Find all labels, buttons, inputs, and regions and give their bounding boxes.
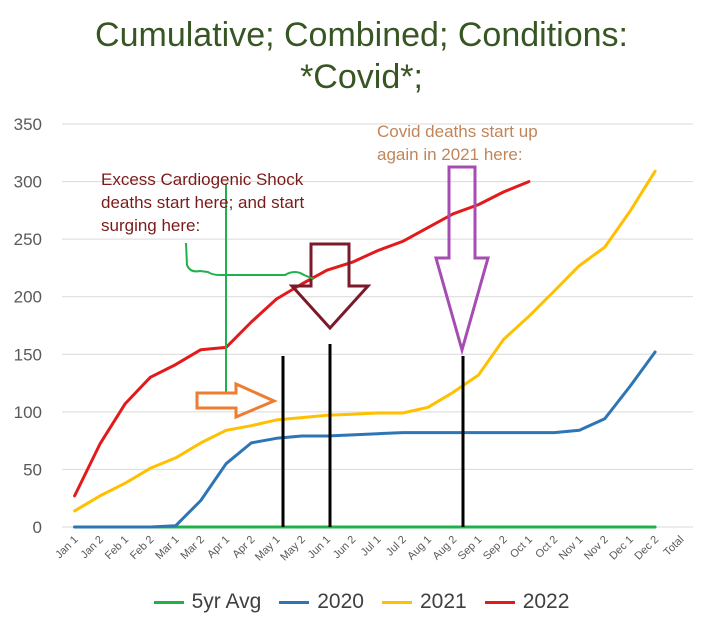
y-tick-label: 250 <box>14 230 42 249</box>
x-tick-label: Mar 2 <box>179 534 207 562</box>
annotation-covid-text: Covid deaths start up again in 2021 here… <box>377 122 538 164</box>
x-tick-label: May 2 <box>278 534 308 564</box>
y-tick-label: 300 <box>14 173 42 192</box>
series-line-2021 <box>73 169 657 513</box>
legend-swatch <box>484 600 515 604</box>
x-tick-label: Jul 1 <box>359 534 384 559</box>
legend-label: 2020 <box>317 590 364 613</box>
y-tick-label: 100 <box>14 403 42 422</box>
legend-swatch <box>381 600 412 604</box>
chart-title-line-1: Cumulative; Combined; Conditions: <box>95 16 628 54</box>
x-tick-label: Mar 1 <box>153 534 181 562</box>
y-tick-label: 0 <box>33 518 42 537</box>
x-tick-label: Jun 2 <box>331 534 359 562</box>
green-connector <box>185 242 315 280</box>
x-tick-label: Dec 2 <box>632 534 661 563</box>
x-tick-label: Oct 2 <box>533 534 560 561</box>
legend-item: 2020 <box>279 590 364 614</box>
series-lines <box>73 169 657 529</box>
x-tick-label: Feb 2 <box>128 534 156 562</box>
legend-label: 5yr Avg <box>191 590 262 613</box>
x-tick-label: Dec 1 <box>607 534 636 563</box>
y-tick-label: 350 <box>14 115 42 134</box>
annotation-shock-text: Excess Cardiogenic Shock deaths start he… <box>101 170 305 235</box>
legend-item: 5yr Avg <box>153 590 262 614</box>
x-tick-label: Feb 1 <box>103 534 131 562</box>
chart-title: Cumulative; Combined; Conditions: *Covid… <box>0 14 723 98</box>
x-tick-label: Aug 1 <box>405 534 434 563</box>
legend-label: 2021 <box>419 590 467 613</box>
y-tick-label: 200 <box>14 288 42 307</box>
legend: 5yr Avg 2020 2021 2022 <box>0 588 723 616</box>
x-tick-label: Total <box>662 534 687 559</box>
legend-swatch <box>153 600 184 604</box>
x-tick-label: Jun 1 <box>306 534 334 562</box>
x-tick-label: Nov 1 <box>557 534 586 563</box>
series-line-2020 <box>73 350 657 529</box>
x-tick-label: Apr 1 <box>205 534 232 561</box>
legend-item: 2022 <box>484 590 570 614</box>
x-tick-label: Jan 2 <box>78 534 106 562</box>
y-tick-label: 50 <box>23 460 42 479</box>
darkred-down-arrow <box>288 242 372 331</box>
y-axis-ticks: 0 50 100 150 200 250 300 350 <box>14 115 42 537</box>
legend-label: 2022 <box>522 590 570 613</box>
x-tick-label: Aug 2 <box>431 534 460 563</box>
legend-swatch <box>279 600 310 604</box>
x-tick-label: Oct 1 <box>508 534 535 561</box>
x-tick-label: May 1 <box>253 534 283 564</box>
x-tick-label: Sep 1 <box>456 534 485 563</box>
annotation-overlays <box>185 165 490 527</box>
x-tick-label: Sep 2 <box>481 534 510 563</box>
x-tick-label: Nov 2 <box>582 534 611 563</box>
y-tick-label: 150 <box>14 345 42 364</box>
chart-title-line-2: *Covid*; <box>300 58 423 96</box>
x-tick-label: Jan 1 <box>53 534 81 562</box>
x-tick-label: Apr 2 <box>230 534 257 561</box>
series-line-2022 <box>73 180 531 498</box>
orange-right-arrow <box>195 381 278 420</box>
purple-down-arrow <box>434 165 490 356</box>
legend-item: 2021 <box>381 590 467 614</box>
